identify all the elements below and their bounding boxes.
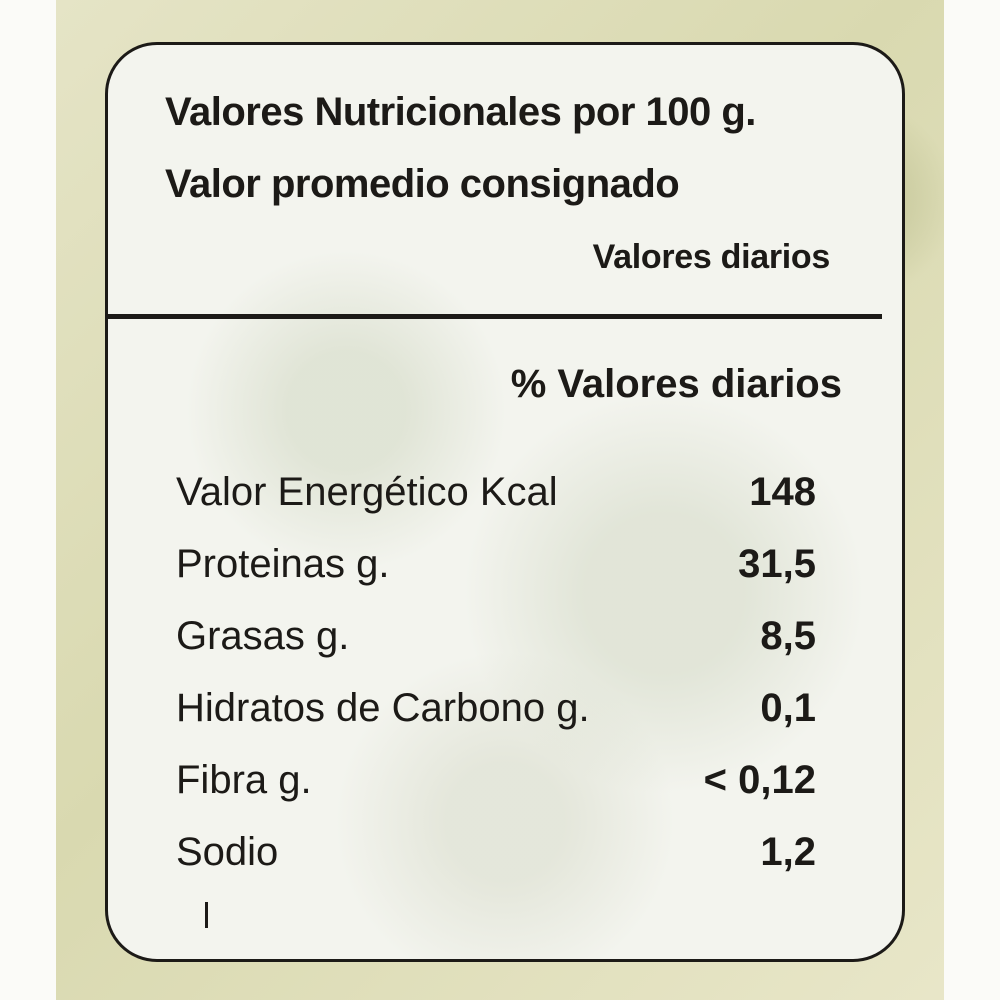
nutrient-name: Grasas g. <box>176 614 350 658</box>
nutrient-row-fiber: Fibra g. < 0,12 <box>176 758 816 830</box>
nutrient-row-carbohydrates: Hidratos de Carbono g. 0,1 <box>176 686 816 758</box>
nutrient-row-sodium: Sodio 1,2 <box>176 830 816 902</box>
nutrient-table: Valor Energético Kcal 148 Proteinas g. 3… <box>176 470 816 902</box>
nutrient-row-energy: Valor Energético Kcal 148 <box>176 470 816 542</box>
daily-values-subheading: Valores diarios <box>592 238 831 276</box>
nutrient-value: 148 <box>749 470 816 514</box>
nutrient-row-protein: Proteinas g. 31,5 <box>176 542 816 614</box>
nutrient-value: 1,2 <box>760 830 816 874</box>
background-edge-right <box>944 0 1000 1000</box>
print-mark <box>205 902 208 928</box>
nutrition-title: Valores Nutricionales por 100 g. <box>165 90 756 134</box>
nutrient-name: Fibra g. <box>176 758 312 802</box>
nutrient-value: 8,5 <box>760 614 816 658</box>
nutrition-label-panel <box>105 42 905 962</box>
divider-rule <box>108 314 882 319</box>
nutrient-name: Sodio <box>176 830 279 874</box>
nutrient-name: Valor Energético Kcal <box>176 470 558 514</box>
nutrient-row-fat: Grasas g. 8,5 <box>176 614 816 686</box>
nutrient-name: Proteinas g. <box>176 542 390 586</box>
background-edge-left <box>0 0 56 1000</box>
nutrient-value: < 0,12 <box>703 758 816 802</box>
percent-daily-values-header: % Valores diarios <box>510 362 842 406</box>
nutrient-value: 0,1 <box>760 686 816 730</box>
nutrition-subtitle: Valor promedio consignado <box>165 162 680 206</box>
nutrient-value: 31,5 <box>738 542 816 586</box>
nutrient-name: Hidratos de Carbono g. <box>176 686 590 730</box>
